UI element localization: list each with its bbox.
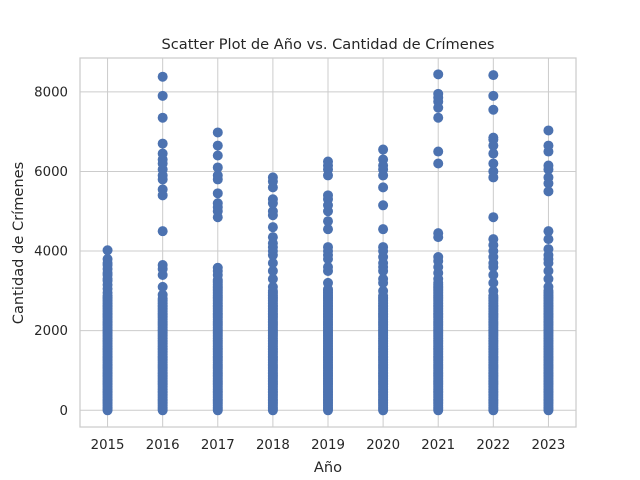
scatter-point [378,242,389,253]
scatter-point [267,258,278,268]
scatter-point [323,261,333,272]
scatter-point [267,232,278,243]
scatter-point [488,148,499,159]
scatter-point [488,285,499,296]
scatter-point [433,88,444,99]
scatter-point [102,245,113,256]
scatter-point [267,281,278,292]
scatter-point [543,226,554,237]
scatter-point [212,170,223,181]
x-tick-labels: 2015 2016 2017 2018 2019 2020 2021 2022 2023 [91,438,566,453]
chart-title: Scatter Plot de Año vs. Cantidad de Crím… [161,36,494,53]
scatter-point [267,273,278,284]
scatter-point [488,104,499,115]
scatter-point [157,112,168,123]
scatter-point [488,90,499,101]
scatter-point [323,190,333,201]
scatter-point [157,90,168,101]
x-tick-label: 2017 [201,438,235,453]
scatter-point [267,222,278,233]
scatter-point [378,224,389,235]
scatter-point [543,125,554,136]
scatter-point [433,146,444,157]
scatter-point [157,259,168,270]
y-tick-label: 6000 [34,165,68,180]
scatter-point [267,194,278,205]
scatter-point [157,71,168,82]
x-tick-label: 2020 [366,438,400,453]
scatter-point [488,212,499,223]
y-tick-label: 0 [60,404,68,419]
scatter-point [488,234,499,245]
scatter-point [157,289,168,300]
y-tick-labels: 0 2000 4000 6000 8000 [34,85,68,418]
scatter-point [157,184,168,195]
scatter-point [543,281,554,292]
scatter-point [323,224,333,235]
scatter-point [378,144,389,155]
scatter-point [212,188,223,199]
scatter-point [543,244,554,255]
scatter-point [378,273,389,284]
scatter-point [157,148,168,159]
x-tick-label: 2022 [476,438,510,453]
scatter-point [433,112,444,123]
x-tick-label: 2018 [256,438,290,453]
x-axis-label: Año [314,459,342,476]
scatter-point [102,254,113,265]
x-tick-label: 2019 [311,438,345,453]
scatter-point [378,200,389,211]
scatter-point [378,182,389,193]
scatter-point [433,158,444,169]
scatter-point [378,285,389,296]
x-tick-label: 2015 [91,438,125,453]
scatter-point [323,216,333,227]
scatter-point [543,172,554,183]
scatter-point [543,234,554,245]
scatter-point [157,138,168,149]
scatter-point [157,281,168,292]
scatter-point [212,162,223,173]
scatter-point [543,160,554,171]
scatter-point [212,140,223,151]
y-tick-label: 4000 [34,245,68,260]
scatter-point [543,265,554,276]
plot-frame [79,57,577,428]
scatter-point [433,228,444,239]
scatter-point [323,277,333,288]
scatter-point [543,140,554,151]
scatter-point [433,69,444,80]
scatter-point [488,132,499,143]
scatter-point [212,262,223,273]
y-tick-label: 2000 [34,324,68,339]
scatter-points [102,69,554,416]
scatter-point [212,127,223,138]
y-tick-label: 8000 [34,85,68,100]
scatter-point [267,265,278,276]
scatter-point [212,198,223,209]
scatter-point [212,150,223,161]
scatter-point [157,226,168,237]
scatter-point [488,158,499,169]
scatter-point [323,242,333,253]
y-axis-label: Cantidad de Crímenes [10,162,27,324]
scatter-point [488,166,499,177]
x-tick-label: 2016 [146,438,180,453]
x-tick-label: 2023 [532,438,566,453]
scatter-point [267,172,278,183]
scatter-point [488,70,499,81]
scatter-point [488,269,499,280]
scatter-point [543,273,554,284]
scatter-point [488,277,499,288]
scatter-point [433,252,444,263]
scatter-point [543,186,554,197]
scatter-point [378,154,389,165]
x-tick-label: 2021 [421,438,455,453]
scatter-point [267,206,278,217]
scatter-point [323,156,333,167]
